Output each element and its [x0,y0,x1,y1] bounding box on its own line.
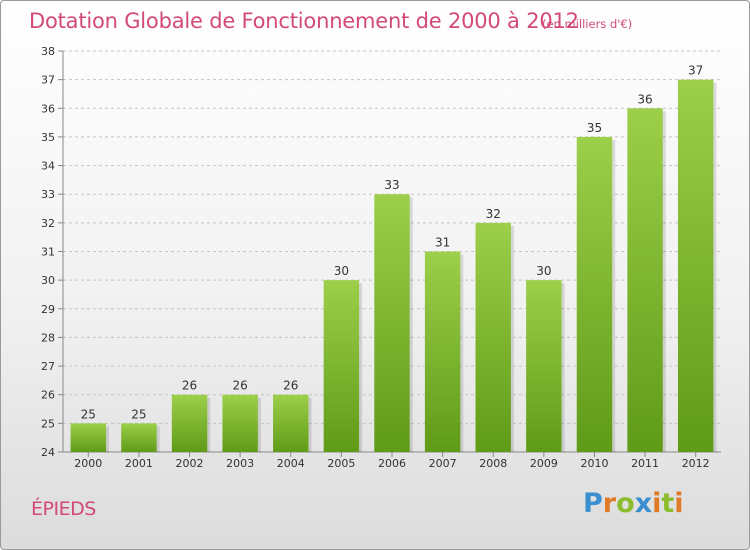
data-label: 25 [81,407,96,421]
bar [70,423,107,452]
data-label: 30 [334,264,349,278]
y-tick-label: 25 [41,417,55,430]
data-label: 35 [587,121,602,135]
x-tick-label: 2006 [378,457,406,470]
y-axis-ticks: 24 25 26 27 28 29 30 31 32 33 34 35 36 37 38 [41,45,63,459]
x-tick-label: 2007 [429,457,457,470]
data-label: 26 [182,379,197,393]
y-tick-label: 30 [41,274,55,287]
y-tick-label: 38 [41,45,55,58]
y-tick-label: 27 [41,360,55,373]
x-tick-label: 2002 [176,457,204,470]
bar [222,394,258,452]
x-tick-label: 2010 [580,457,608,470]
unit-note: (en milliers d'€) [542,17,633,31]
bar [475,222,511,452]
bar [121,423,157,452]
commune-name: ÉPIEDS [31,498,96,520]
logo-letter: i [652,488,662,519]
y-tick-label: 35 [41,131,55,144]
y-tick-label: 32 [41,217,55,230]
data-labels: 25 25 26 26 26 30 33 31 32 30 35 36 37 [81,64,704,422]
bar [677,79,714,453]
data-label: 26 [233,379,248,393]
x-tick-label: 2000 [74,457,102,470]
data-label: 30 [536,264,551,278]
x-axis-ticks: 2000 2001 2002 2003 2004 2005 2006 2007 2008 2009… [74,452,710,470]
x-tick-label: 2008 [479,457,507,470]
data-label: 37 [688,64,703,78]
y-tick-label: 29 [41,303,55,316]
bar [273,394,309,452]
bar [576,136,613,452]
y-tick-label: 31 [41,246,55,259]
bar [171,394,208,452]
x-tick-label: 2011 [631,457,659,470]
x-tick-label: 2012 [682,457,710,470]
y-tick-label: 37 [41,74,55,87]
bar [526,280,562,452]
x-tick-label: 2009 [530,457,558,470]
chart-title: Dotation Globale de Fonctionnement de 20… [29,9,579,33]
y-tick-label: 26 [41,389,55,402]
data-label: 32 [486,207,501,221]
logo-letter: P [583,488,603,519]
x-tick-label: 2001 [125,457,153,470]
x-tick-label: 2004 [277,457,305,470]
logo-letter: i [674,488,684,519]
x-tick-label: 2005 [327,457,355,470]
y-tick-label: 34 [41,160,55,173]
data-label: 33 [384,178,399,192]
x-tick-label: 2003 [226,457,254,470]
logo-letter: x [634,488,653,519]
y-tick-label: 33 [41,188,55,201]
y-tick-label: 24 [41,446,55,459]
data-label: 31 [435,236,450,250]
proxiti-logo: Proxiti [583,488,684,519]
data-label: 25 [131,407,146,421]
y-tick-label: 36 [41,102,55,115]
bar [424,251,461,452]
bar [627,108,663,453]
logo-letter: t [661,488,675,519]
logo-letter: o [616,488,635,519]
bar [374,194,410,452]
logo-letter: r [602,488,617,519]
y-tick-label: 28 [41,331,55,344]
bar [323,280,360,452]
data-label: 36 [637,92,652,106]
bars [70,79,717,453]
data-label: 26 [283,379,298,393]
